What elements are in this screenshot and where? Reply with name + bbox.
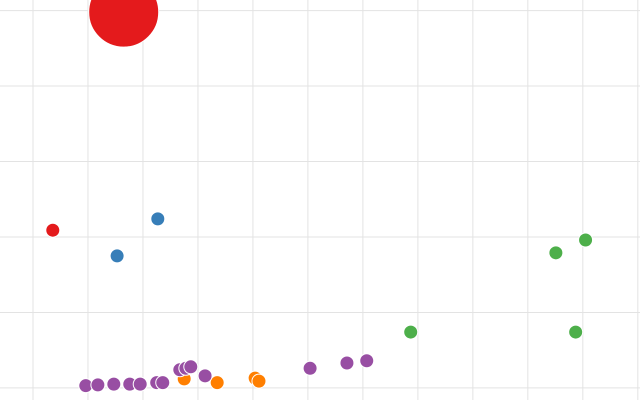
bubble	[88, 0, 160, 48]
bubble	[109, 248, 125, 264]
bubble	[106, 376, 122, 392]
bubble	[45, 222, 61, 238]
bubble	[90, 377, 106, 393]
bubble	[197, 368, 213, 384]
bubble	[132, 376, 148, 392]
bubble	[568, 324, 584, 340]
bubble	[150, 211, 166, 227]
bubble	[548, 245, 564, 261]
bubble	[155, 375, 171, 391]
bubble	[183, 359, 199, 375]
bubble	[302, 360, 318, 376]
bubble	[339, 355, 355, 371]
bubble	[403, 324, 419, 340]
bubble	[209, 375, 225, 391]
bubble	[251, 373, 267, 389]
bubble	[578, 232, 594, 248]
bubble	[359, 353, 375, 369]
